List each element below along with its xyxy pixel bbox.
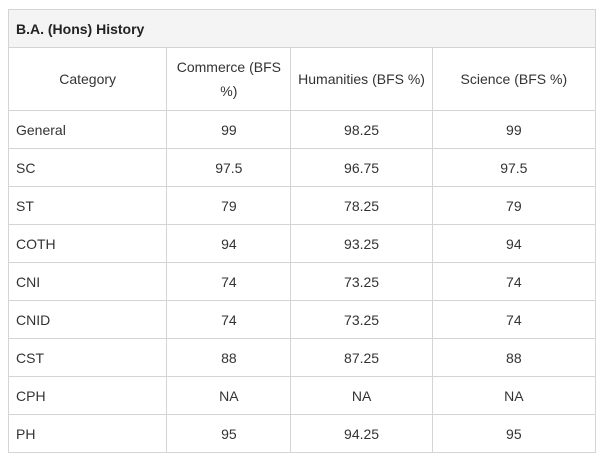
cell-category: ST	[7, 186, 168, 225]
cell-commerce: 79	[166, 186, 292, 225]
cutoff-table-container: B.A. (Hons) History Category Commerce (B…	[7, 9, 597, 453]
cell-science: 94	[431, 224, 597, 263]
cell-category: CPH	[7, 376, 168, 415]
table-row: CST 88 87.25 88	[7, 338, 597, 377]
cutoff-table: B.A. (Hons) History Category Commerce (B…	[7, 9, 597, 453]
cell-humanities: 78.25	[290, 186, 433, 225]
cell-commerce: 97.5	[166, 148, 292, 187]
cell-commerce: 74	[166, 262, 292, 301]
table-row: CPH NA NA NA	[7, 376, 597, 415]
cell-category: CST	[7, 338, 168, 377]
cell-commerce: 74	[166, 300, 292, 339]
table-row: SC 97.5 96.75 97.5	[7, 148, 597, 187]
cell-category: SC	[7, 148, 168, 187]
cell-science: 74	[431, 300, 597, 339]
header-humanities: Humanities (BFS %)	[290, 47, 433, 111]
cell-science: 95	[431, 414, 597, 453]
header-science: Science (BFS %)	[431, 47, 597, 111]
table-row: CNI 74 73.25 74	[7, 262, 597, 301]
cell-science: 97.5	[431, 148, 597, 187]
cell-commerce: 88	[166, 338, 292, 377]
cell-category: PH	[7, 414, 168, 453]
cell-humanities: 93.25	[290, 224, 433, 263]
cell-science: 79	[431, 186, 597, 225]
cell-humanities: 98.25	[290, 110, 433, 149]
cell-commerce: 99	[166, 110, 292, 149]
table-row: CNID 74 73.25 74	[7, 300, 597, 339]
cell-category: CNI	[7, 262, 168, 301]
cell-category: General	[7, 110, 168, 149]
cell-category: COTH	[7, 224, 168, 263]
cell-commerce: 95	[166, 414, 292, 453]
table-row: COTH 94 93.25 94	[7, 224, 597, 263]
cell-humanities: 87.25	[290, 338, 433, 377]
table-title-row: B.A. (Hons) History	[8, 9, 596, 48]
cell-humanities: 96.75	[290, 148, 433, 187]
cell-science: NA	[431, 376, 597, 415]
table-header-row: Category Commerce (BFS %) Humanities (BF…	[7, 47, 597, 111]
cell-humanities: 73.25	[290, 262, 433, 301]
cell-science: 88	[431, 338, 597, 377]
cell-humanities: 73.25	[290, 300, 433, 339]
table-row: General 99 98.25 99	[7, 110, 597, 149]
cell-commerce: 94	[166, 224, 292, 263]
header-category: Category	[7, 47, 168, 111]
cell-humanities: 94.25	[290, 414, 433, 453]
table-title: B.A. (Hons) History	[8, 9, 596, 48]
header-commerce: Commerce (BFS %)	[166, 47, 292, 111]
table-row: ST 79 78.25 79	[7, 186, 597, 225]
cell-science: 74	[431, 262, 597, 301]
cell-humanities: NA	[290, 376, 433, 415]
table-row: PH 95 94.25 95	[7, 414, 597, 453]
cell-commerce: NA	[166, 376, 292, 415]
cell-science: 99	[431, 110, 597, 149]
cell-category: CNID	[7, 300, 168, 339]
